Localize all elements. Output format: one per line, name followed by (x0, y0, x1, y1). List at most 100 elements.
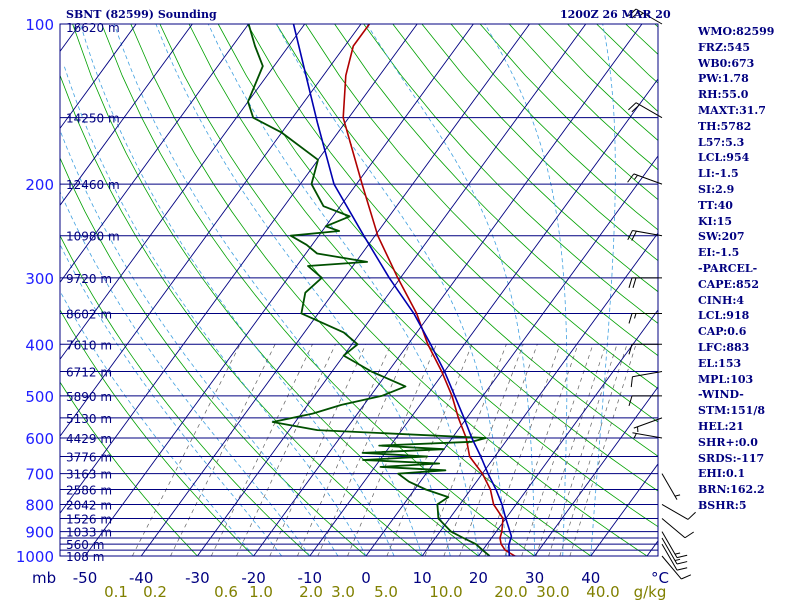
height-label: 1526 m (66, 512, 112, 526)
isotherm (60, 24, 193, 207)
height-label: 9720 m (66, 272, 112, 286)
sounding-time: 1200Z 26 MAR 20 (560, 8, 671, 21)
wind-barb (628, 8, 663, 25)
wind-barb (661, 537, 688, 565)
wind-barb-staff (661, 518, 686, 539)
temperature-unit-label: °C (651, 569, 669, 587)
wind-barb (661, 504, 696, 520)
wind-barb (661, 531, 688, 559)
wind-barb-staff (633, 417, 663, 429)
pressure-tick-label: 800 (25, 496, 54, 514)
wind-barb-half-flag (638, 12, 644, 17)
stability-index-line: EHI:0.1 (698, 467, 746, 481)
wind-barb-flag (630, 376, 633, 388)
stability-index-line: BRN:162.2 (698, 483, 765, 497)
wind-barb-flag (631, 104, 640, 113)
stability-index-line: MPL:103 (698, 372, 754, 386)
isotherm (140, 24, 530, 556)
moist-adiabat (60, 290, 254, 556)
stability-index-line: PW:1.78 (698, 72, 749, 86)
temperature-tick-label: -30 (185, 569, 210, 587)
height-label: 4429 m (66, 432, 112, 446)
stability-index-line: CAPE:852 (698, 277, 759, 291)
wind-barb-staff (632, 432, 663, 439)
wind-barb-half-flag (674, 552, 681, 555)
background-lines (60, 24, 658, 556)
height-label: 5130 m (66, 412, 112, 426)
mixing-ratio-line (210, 344, 313, 556)
wind-barb-flag (681, 574, 692, 580)
pressure-tick-label: 700 (25, 466, 54, 484)
wind-barb-staff (661, 537, 678, 565)
pressure-tick-label: 900 (25, 524, 54, 542)
wind-barb-half-flag (634, 313, 637, 319)
stability-index-line: BSHR:5 (698, 498, 747, 512)
isotherm (197, 24, 587, 556)
mixing-ratio-line (170, 344, 276, 556)
wind-barb (628, 312, 662, 324)
wind-barb-flag (628, 102, 637, 111)
height-label: 14250 m (66, 112, 120, 126)
stability-index-line: SRDS:-117 (698, 451, 765, 465)
wind-barb-flag (631, 10, 640, 19)
wind-barb-staff (661, 543, 678, 571)
stability-index-line: SHR+:0.0 (698, 435, 758, 449)
wind-barb-flag (628, 344, 633, 355)
height-label: 7610 m (66, 338, 112, 352)
plot-frame (59, 23, 659, 557)
height-label: 108 m (66, 550, 104, 564)
height-label: 2586 m (66, 484, 112, 498)
height-label: 16620 m (66, 21, 120, 35)
mixing-ratio-line (521, 344, 594, 556)
stability-index-line: WB0:673 (698, 56, 755, 70)
height-label: 3776 m (66, 450, 112, 464)
height-label: 2042 m (66, 498, 112, 512)
isotherm (0, 24, 24, 556)
temperature-tick-label: 30 (525, 569, 544, 587)
wind-barb (627, 230, 663, 241)
mixing-ratio-label: 0.6 (214, 583, 238, 600)
wind-barb-half-flag (633, 433, 637, 439)
height-label: 1033 m (66, 526, 112, 540)
wind-barb-staff (661, 531, 678, 558)
isotherm (590, 463, 658, 556)
mixing-ratio-line (484, 344, 561, 556)
height-label: 6712 m (66, 366, 112, 380)
wind-barb-flag (632, 277, 637, 288)
wind-barb (628, 277, 662, 288)
isotherm (253, 24, 643, 556)
isotherm (534, 386, 658, 556)
mixing-ratio-unit-label: g/kg (634, 583, 667, 600)
moist-adiabat (60, 190, 311, 556)
stability-index-line: LFC:883 (698, 340, 750, 354)
wind-barb (628, 102, 663, 119)
moist-adiabat (60, 129, 339, 556)
wind-barb-staff (661, 555, 682, 580)
isotherm (421, 232, 658, 556)
wind-barb-flag (631, 230, 637, 241)
mixing-ratio-label: 1.0 (249, 583, 273, 600)
stability-index-line: -PARCEL- (698, 261, 758, 275)
wind-barb-flag (684, 531, 694, 539)
height-label: 8602 m (66, 307, 112, 321)
stability-index-line: KI:15 (698, 214, 733, 228)
wind-barb-staff (632, 230, 663, 237)
stability-index-line: HEL:21 (698, 419, 744, 433)
height-label: 5890 m (66, 390, 112, 404)
wind-barb-staff (633, 173, 663, 185)
mixing-ratio-line (317, 344, 410, 556)
isotherm (60, 24, 418, 515)
wind-barb-flag (687, 511, 696, 520)
stability-index-line: MAXT:31.7 (698, 103, 766, 117)
pressure-tick-label: 300 (25, 270, 54, 288)
stability-index-line: LCL:918 (698, 309, 750, 323)
wind-barb-staff (661, 504, 689, 520)
isotherm (309, 78, 658, 556)
pressure-tick-label: 600 (25, 430, 54, 448)
pressure-tick-label: 200 (25, 176, 54, 194)
wind-barb (632, 432, 663, 439)
stability-index-line: TH:5782 (698, 119, 752, 133)
wind-barb-staff (635, 8, 663, 25)
mixing-ratio-line (424, 344, 507, 556)
stability-index-line: SW:207 (698, 230, 745, 244)
